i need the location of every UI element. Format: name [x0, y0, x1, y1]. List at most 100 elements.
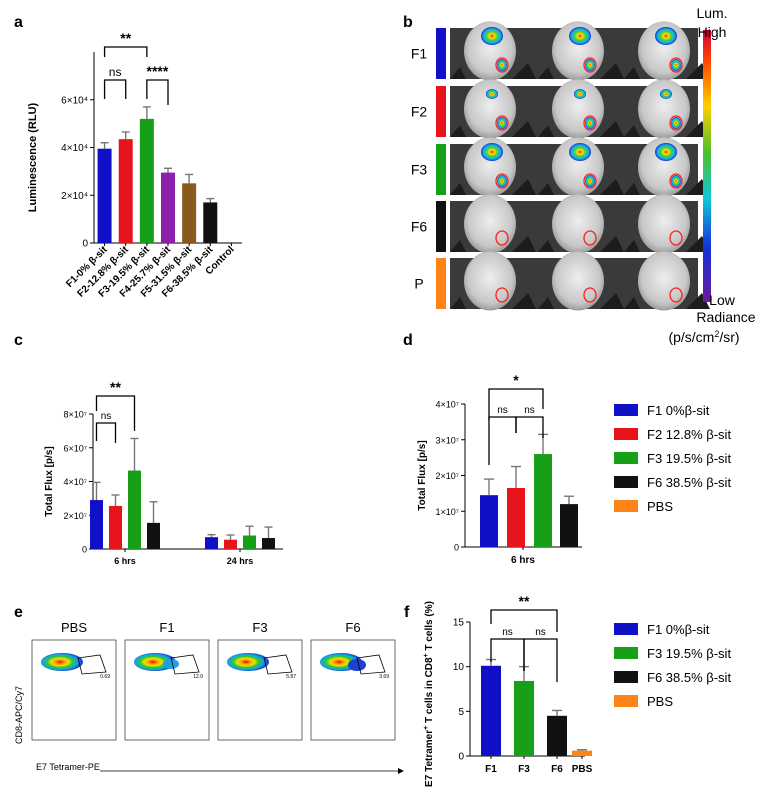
row-color-bar [436, 28, 446, 79]
significance-bracket [103, 79, 127, 99]
row-label: F2 [411, 104, 428, 120]
colorbar-low: Low [709, 292, 736, 308]
significance-bracket [515, 416, 544, 438]
legend-d: F1 0%β-sit F2 12.8% β-sit F3 19.5% β-sit F6… [614, 403, 731, 514]
bar [507, 488, 525, 547]
y-tick-label: 3×10⁷ [435, 435, 459, 445]
flow-sample-label: F3 [252, 620, 267, 635]
roi-circle [669, 173, 683, 189]
flow-panel-e: PBS 0.69 F1 12.0 F3 5.87 F6 3.69 [31, 620, 396, 741]
y-axis-label: E7 Tetramer+ T cells in CD8+ T cells (%) [423, 601, 435, 787]
x-tick-label: F6 [551, 764, 563, 775]
significance-bracket [146, 79, 169, 105]
roi-circle [669, 230, 683, 246]
y-axis-label: Luminescence (RLU) [27, 102, 39, 212]
flow-gate-value: 3.69 [379, 674, 389, 680]
colorbar-unit-prefix: (p/s/cm [668, 329, 714, 345]
flow-gate-value: 12.0 [193, 674, 203, 680]
mouse-foot [450, 125, 466, 137]
significance-label: ns [101, 411, 112, 422]
roi-circle [583, 173, 597, 189]
colorbar-unit-sup: 2 [714, 329, 719, 339]
legend-swatch [614, 500, 638, 512]
significance-bracket [490, 609, 558, 632]
legend-swatch [614, 623, 638, 635]
mouse-body [464, 251, 516, 311]
roi-circle [495, 173, 509, 189]
bar [128, 470, 141, 549]
significance-bracket [103, 46, 148, 57]
y-tick-label: 6×10⁷ [63, 443, 87, 453]
mouse-body [552, 194, 604, 254]
y-tick-label: 8×10⁷ [63, 410, 87, 420]
roi-circle [583, 115, 597, 131]
mouse-foot [538, 297, 554, 309]
flow-sample-label: PBS [61, 620, 87, 635]
roi-circle [583, 57, 597, 73]
bar [109, 505, 122, 549]
legend-swatch [614, 404, 638, 416]
roi-circle [495, 115, 509, 131]
mouse-foot [450, 297, 466, 309]
x-tick-label: F1 [485, 764, 497, 775]
bar [481, 665, 501, 756]
tumor-signal [585, 175, 595, 187]
legend-swatch [614, 476, 638, 488]
roi-circle [669, 115, 683, 131]
bar [147, 522, 160, 549]
panel-label-c: c [14, 332, 23, 349]
y-axis-label: Total Flux [p/s] [44, 446, 55, 516]
legend-swatch [614, 452, 638, 464]
head-signal [655, 27, 677, 45]
y-tick-label: 15 [453, 618, 465, 629]
bar [203, 202, 218, 243]
mouse-body [552, 79, 604, 139]
flow-density-cloud [227, 653, 269, 671]
significance-label: ns [502, 627, 513, 638]
bar [514, 680, 534, 756]
y-tick-label: 2×10⁷ [435, 471, 459, 481]
legend-label: PBS [647, 694, 673, 709]
mouse-foot [624, 125, 640, 137]
legend-label: F3 19.5% β-sit [647, 646, 731, 661]
bar [97, 148, 112, 243]
mouse-foot [512, 236, 536, 252]
x-axis-label: 6 hrs [511, 555, 535, 566]
mouse-foot [450, 67, 466, 79]
mouse-foot [624, 240, 640, 252]
bar [182, 183, 197, 243]
mouse-foot [512, 121, 536, 137]
legend-label: F2 12.8% β-sit [647, 427, 731, 442]
significance-label: ns [497, 405, 508, 416]
mouse-foot [538, 240, 554, 252]
bar [572, 750, 592, 756]
head-signal [660, 89, 672, 99]
mouse-body [464, 194, 516, 254]
mouse-foot [624, 183, 640, 195]
mouse-body [638, 79, 690, 139]
y-axis-label: Total Flux [p/s] [417, 440, 428, 510]
head-signal [481, 27, 503, 45]
colorbar-radiance: Radiance [696, 309, 755, 325]
row-color-bar [436, 144, 446, 195]
significance-label: **** [147, 63, 169, 79]
mouse-foot [600, 179, 624, 195]
roi-circle [495, 287, 509, 303]
flow-gate [170, 654, 200, 675]
flow-gate [77, 654, 107, 675]
mouse-foot [600, 63, 624, 79]
bar [262, 538, 275, 549]
flow-gate-value: 0.69 [100, 674, 110, 680]
legend-swatch [614, 428, 638, 440]
significance-label: ns [109, 65, 122, 79]
mouse-foot [600, 236, 624, 252]
y-label-main: E7 Tetramer [424, 730, 435, 787]
flow-sample-label: F6 [345, 620, 360, 635]
legend-label: F6 38.5% β-sit [647, 670, 731, 685]
y-tick-label: 0 [82, 239, 88, 250]
flow-xlabel: E7 Tetramer-PE [36, 762, 100, 772]
flow-arrow-head [398, 768, 404, 774]
tumor-signal [671, 59, 681, 71]
